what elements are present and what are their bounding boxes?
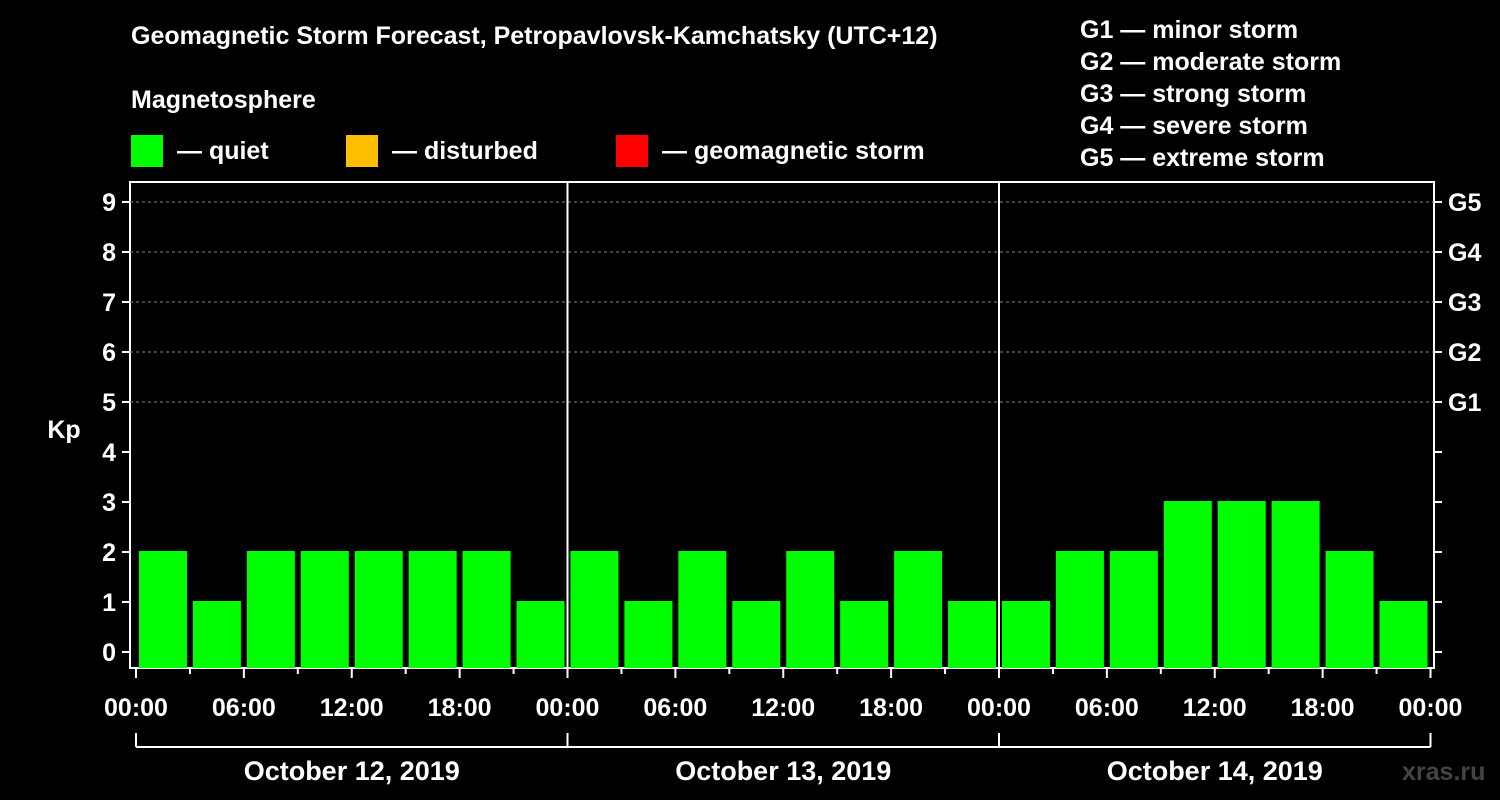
legend-label-storm: — geomagnetic storm <box>662 136 925 165</box>
legend-label-quiet: — quiet <box>177 136 269 165</box>
bar <box>354 551 403 668</box>
bar <box>1163 501 1212 668</box>
y-tick-label: 1 <box>102 589 116 617</box>
day-label: October 14, 2019 <box>1107 756 1323 786</box>
x-tick-label: 06:00 <box>212 694 276 722</box>
x-tick-label: 06:00 <box>643 694 707 722</box>
chart-title: Geomagnetic Storm Forecast, Petropavlovs… <box>131 22 938 50</box>
x-tick-label: 00:00 <box>967 694 1031 722</box>
y-tick-label: 6 <box>102 339 116 367</box>
legend-item-storm: — geomagnetic storm <box>616 135 925 167</box>
g-scale-g2: G2 — moderate storm <box>1080 48 1342 76</box>
legend-item-disturbed: — disturbed <box>346 135 538 167</box>
x-tick-label: 00:00 <box>536 694 600 722</box>
legend-swatch-storm <box>616 135 648 167</box>
g-axis-label: G3 <box>1448 289 1481 317</box>
bar <box>1109 551 1158 668</box>
x-tick-label: 00:00 <box>104 694 168 722</box>
legend-label-disturbed: — disturbed <box>392 136 538 165</box>
bar <box>732 601 781 668</box>
g-scale-g4: G4 — severe storm <box>1080 112 1308 140</box>
y-tick-label: 8 <box>102 239 116 267</box>
y-axis-label: Kp <box>47 416 80 444</box>
g-scale-g3: G3 — strong storm <box>1080 80 1307 108</box>
y-tick-label: 0 <box>102 639 116 667</box>
x-tick-label: 18:00 <box>859 694 923 722</box>
legend-item-quiet: — quiet <box>131 135 269 167</box>
bar <box>1217 501 1266 668</box>
x-tick-label: 06:00 <box>1075 694 1139 722</box>
bar <box>462 551 511 668</box>
plot-frame <box>129 181 1435 669</box>
y-tick-label: 5 <box>102 389 116 417</box>
legend-swatch-quiet <box>131 135 163 167</box>
bar <box>894 551 943 668</box>
g-axis-label: G5 <box>1448 189 1481 217</box>
y-tick-label: 9 <box>102 189 116 217</box>
x-tick-label: 12:00 <box>1183 694 1247 722</box>
g-axis-label: G4 <box>1448 239 1481 267</box>
bar <box>570 551 619 668</box>
day-label: October 12, 2019 <box>244 756 460 786</box>
watermark: xras.ru <box>1402 758 1486 786</box>
y-tick-label: 3 <box>102 489 116 517</box>
bar <box>678 551 727 668</box>
bar <box>192 601 241 668</box>
bar <box>1271 501 1320 668</box>
magnetosphere-label: Magnetosphere <box>131 86 316 114</box>
x-tick-label: 00:00 <box>1399 694 1463 722</box>
g-scale-legend: G1 — minor storm G2 — moderate storm G3 … <box>1080 14 1341 174</box>
y-tick-label: 7 <box>102 289 116 317</box>
g-scale-g5: G5 — extreme storm <box>1080 144 1325 172</box>
legend-swatch-disturbed <box>346 135 378 167</box>
bar <box>1325 551 1374 668</box>
bar <box>840 601 889 668</box>
bar <box>138 551 187 668</box>
bar <box>1379 601 1428 668</box>
bar <box>1055 551 1104 668</box>
bar <box>1001 601 1050 668</box>
g-axis-label: G1 <box>1448 389 1481 417</box>
day-label: October 13, 2019 <box>675 756 891 786</box>
y-tick-label: 4 <box>102 439 116 467</box>
g-scale-g1: G1 — minor storm <box>1080 16 1299 44</box>
bar <box>300 551 349 668</box>
x-tick-label: 12:00 <box>751 694 815 722</box>
bar <box>246 551 295 668</box>
bar <box>948 601 997 668</box>
bar <box>516 601 565 668</box>
bar <box>408 551 457 668</box>
x-tick-label: 18:00 <box>1291 694 1355 722</box>
x-tick-label: 12:00 <box>320 694 384 722</box>
x-tick-label: 18:00 <box>428 694 492 722</box>
y-tick-label: 2 <box>102 539 116 567</box>
g-axis-label: G2 <box>1448 339 1481 367</box>
bar <box>624 601 673 668</box>
bar <box>786 551 835 668</box>
